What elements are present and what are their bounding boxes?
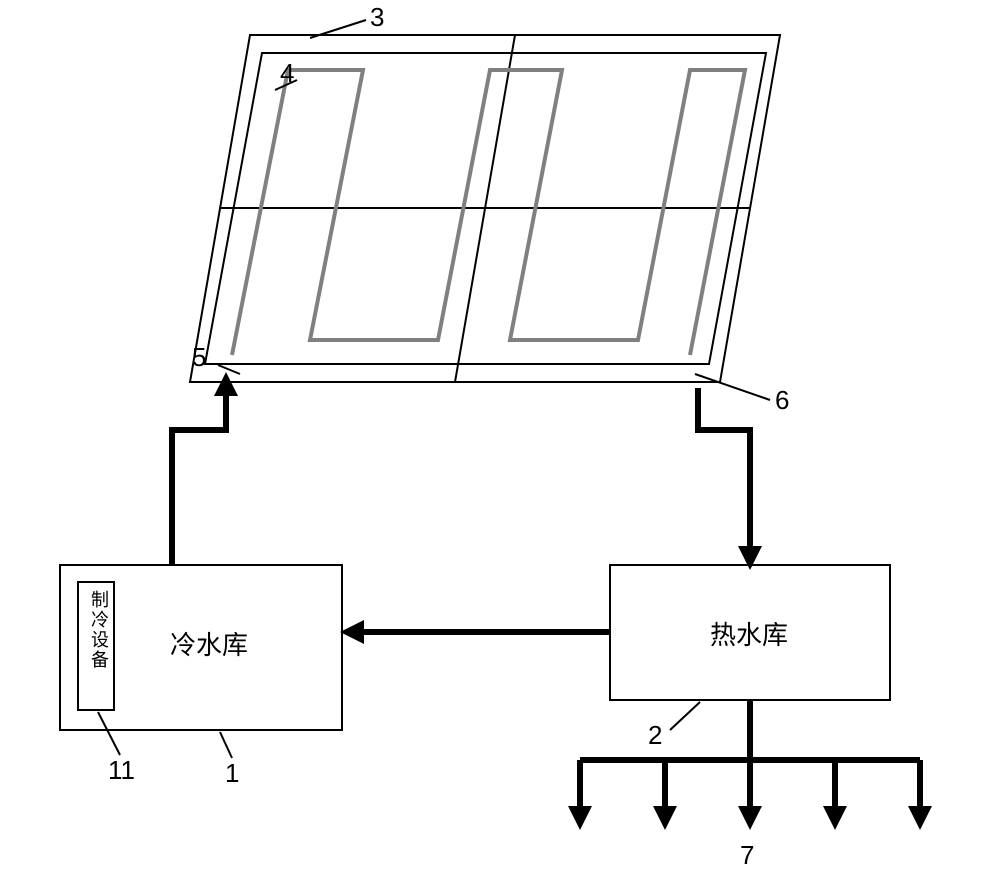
callout-5: 5 <box>192 342 206 373</box>
serpentine-pipe <box>232 70 745 355</box>
callout-4: 4 <box>280 58 294 89</box>
callout-6: 6 <box>775 385 789 416</box>
hot-tank-label: 热水库 <box>710 615 788 652</box>
callout-2: 2 <box>648 720 662 751</box>
callout-7: 7 <box>740 840 754 871</box>
callout-3: 3 <box>370 2 384 33</box>
callout-1: 1 <box>225 758 239 789</box>
flow-hot-to-cold <box>340 620 610 644</box>
flow-panel-to-hot <box>698 388 762 570</box>
diagram-canvas <box>0 0 1000 878</box>
flow-cold-to-panel <box>172 372 238 565</box>
cold-tank-label: 冷水库 <box>170 625 248 662</box>
refrigeration-label: 制冷设备 <box>86 590 112 670</box>
distribution-manifold <box>568 700 932 830</box>
callout-11: 11 <box>108 755 135 786</box>
solar-panel <box>190 35 780 382</box>
